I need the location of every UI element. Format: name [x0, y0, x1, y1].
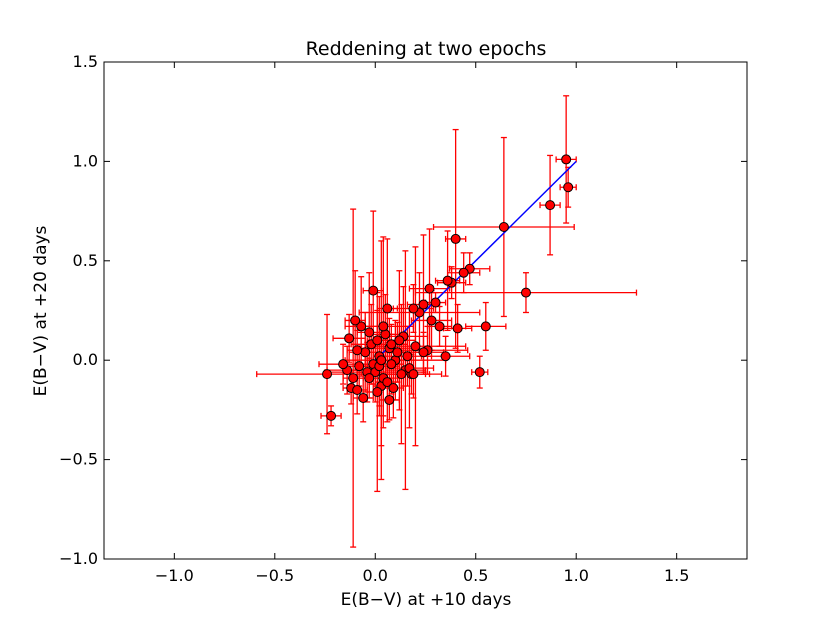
data-point	[382, 377, 393, 388]
y-tick-label: 1.5	[73, 52, 98, 71]
y-tick-label: −1.0	[59, 549, 98, 568]
fit-line	[374, 160, 577, 361]
data-point	[352, 345, 363, 356]
data-point	[364, 327, 375, 338]
fit-line-group	[374, 160, 577, 361]
y-tick-label: 0.5	[73, 251, 98, 270]
data-point	[480, 321, 491, 332]
data-point	[408, 303, 419, 314]
data-point	[392, 347, 403, 358]
data-point	[384, 394, 395, 405]
x-tick-label: 0.5	[463, 566, 488, 585]
data-point	[408, 369, 419, 380]
chart-title: Reddening at two epochs	[306, 38, 547, 60]
data-point	[358, 392, 369, 403]
data-point	[442, 275, 453, 286]
data-point	[356, 321, 367, 332]
x-axis-label: E(B−V) at +10 days	[341, 590, 512, 610]
data-point	[452, 323, 463, 334]
data-point	[348, 373, 359, 384]
data-point	[418, 347, 429, 358]
y-axis-label: E(B−V) at +20 days	[31, 225, 51, 396]
data-point	[386, 359, 397, 370]
data-point	[388, 383, 399, 394]
data-point	[430, 297, 441, 308]
x-tick-label: −0.5	[255, 566, 294, 585]
data-point	[450, 233, 461, 244]
data-point	[474, 367, 485, 378]
y-tick-label: 0.0	[73, 350, 98, 369]
x-tick-label: 0.0	[363, 566, 388, 585]
x-tick-label: −1.0	[155, 566, 194, 585]
data-point	[322, 369, 333, 380]
data-point	[350, 315, 361, 326]
data-point	[386, 339, 397, 350]
data-point	[561, 154, 572, 165]
y-tick-label: −0.5	[59, 450, 98, 469]
data-point	[418, 299, 429, 310]
data-point	[394, 335, 405, 346]
data-point	[434, 321, 445, 332]
error-bars	[256, 95, 638, 548]
data-point	[563, 182, 574, 193]
data-point	[382, 303, 393, 314]
data-point	[364, 373, 375, 384]
data-point	[498, 222, 509, 233]
data-point	[426, 315, 437, 326]
data-point	[410, 341, 421, 352]
plot-frame	[103, 61, 748, 560]
data-point	[354, 361, 365, 372]
data-point	[326, 410, 337, 421]
data-point	[372, 335, 383, 346]
data-point	[376, 355, 387, 366]
data-point	[545, 200, 556, 211]
data-point	[344, 333, 355, 344]
data-point	[368, 285, 379, 296]
data-point	[372, 387, 383, 398]
x-tick-label: 1.0	[563, 566, 588, 585]
data-point	[396, 369, 407, 380]
data-point	[360, 347, 371, 358]
data-point	[402, 351, 413, 362]
data-point	[378, 321, 389, 332]
data-point	[424, 283, 435, 294]
data-point	[458, 267, 469, 278]
x-axis-ticks: −1.0 −0.5 0.0 0.5 1.0 1.5	[155, 62, 689, 585]
data-points	[322, 154, 574, 421]
data-point	[440, 351, 451, 362]
data-point	[352, 385, 363, 396]
x-tick-label: 1.5	[664, 566, 689, 585]
y-tick-label: 1.0	[73, 151, 98, 170]
data-point	[338, 359, 349, 370]
data-point	[520, 287, 531, 298]
